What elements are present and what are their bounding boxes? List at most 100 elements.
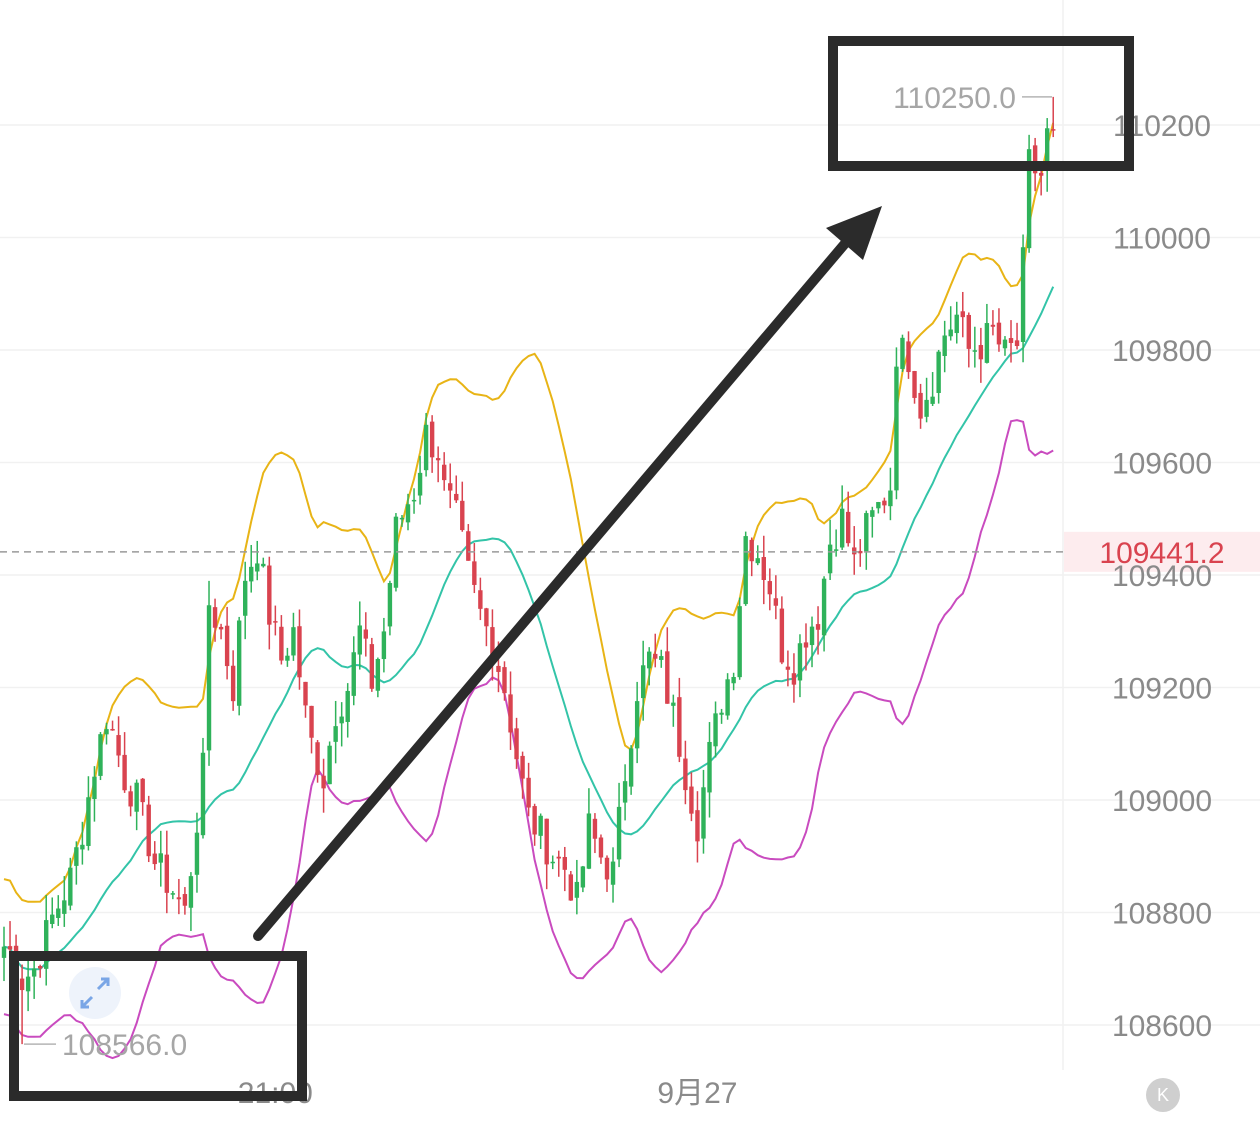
candle-body bbox=[218, 626, 224, 630]
candle-body bbox=[279, 626, 284, 661]
candle-body bbox=[628, 748, 634, 787]
y-tick-label: 109000 bbox=[1112, 785, 1212, 818]
low-marker-label: 108566.0 bbox=[62, 1029, 187, 1062]
candle-body bbox=[212, 607, 218, 628]
candle-body bbox=[267, 565, 272, 625]
candle-body bbox=[86, 797, 91, 846]
grid-lines bbox=[0, 0, 1260, 1070]
candle-body bbox=[990, 324, 996, 327]
candle-body bbox=[821, 578, 827, 636]
candle-body bbox=[930, 396, 935, 404]
lower-band-line bbox=[3, 419, 1054, 1060]
candle-body bbox=[381, 631, 387, 660]
candle-body bbox=[236, 620, 242, 706]
candle-body bbox=[104, 729, 109, 735]
expand-icon[interactable] bbox=[69, 967, 121, 1019]
candle-body bbox=[894, 366, 899, 491]
candle-body bbox=[1044, 128, 1050, 171]
candle-body bbox=[393, 516, 399, 588]
annotations bbox=[9, 36, 1134, 1101]
candle-body bbox=[924, 399, 929, 417]
candle-body bbox=[659, 656, 664, 660]
candle-body bbox=[273, 621, 278, 623]
y-tick-label: 108600 bbox=[1112, 1010, 1212, 1043]
candle-body bbox=[1014, 340, 1020, 347]
candle-body bbox=[176, 897, 182, 900]
candle-body bbox=[785, 666, 791, 670]
candle-body bbox=[1002, 339, 1008, 349]
k-button[interactable]: K bbox=[1146, 1078, 1180, 1112]
candle-body bbox=[936, 351, 941, 393]
candle-body bbox=[719, 712, 724, 715]
candle-body bbox=[1020, 247, 1026, 343]
candle-body bbox=[791, 673, 797, 685]
candle-body bbox=[978, 345, 984, 360]
candle-body bbox=[906, 341, 911, 373]
candle-body bbox=[514, 728, 519, 760]
candle-body bbox=[508, 694, 513, 733]
x-tick-label: 9月27 bbox=[657, 1077, 737, 1110]
candle-body bbox=[984, 323, 990, 363]
candle-body bbox=[743, 536, 748, 605]
candle-body bbox=[870, 510, 875, 517]
candle-body bbox=[912, 371, 917, 398]
high-low-markers: 110250.0 108566.0 bbox=[24, 82, 1052, 1062]
candle-body bbox=[556, 856, 561, 859]
candle-body bbox=[622, 781, 628, 803]
candle-body bbox=[634, 701, 640, 749]
candle-body bbox=[544, 818, 549, 865]
candle-body bbox=[417, 472, 423, 496]
candle-body bbox=[827, 544, 833, 574]
candle-body bbox=[110, 728, 115, 731]
candle-body bbox=[472, 561, 477, 585]
y-tick-label: 108800 bbox=[1112, 898, 1212, 931]
candle-body bbox=[321, 775, 326, 789]
candle-body bbox=[74, 847, 79, 866]
candle-body bbox=[876, 502, 881, 509]
candle-body bbox=[309, 705, 314, 738]
candle-body bbox=[653, 653, 658, 659]
candle-body bbox=[423, 424, 429, 471]
y-axis: 108600 108800 109000 109200 109400 109600 1098… bbox=[1112, 110, 1212, 1043]
candle-body bbox=[948, 329, 953, 337]
candle-body bbox=[249, 566, 254, 582]
candle-body bbox=[779, 608, 785, 663]
candle-body bbox=[44, 920, 49, 969]
candle-body bbox=[56, 908, 61, 918]
high-marker-label: 110250.0 bbox=[893, 82, 1016, 115]
candle-body bbox=[164, 854, 170, 893]
candle-body bbox=[996, 322, 1002, 345]
trend-arrow-head bbox=[826, 206, 882, 260]
candle-body bbox=[701, 787, 706, 839]
candle-body bbox=[966, 314, 971, 349]
candle-body bbox=[809, 626, 815, 646]
candle-body bbox=[351, 652, 356, 696]
candle-body bbox=[610, 861, 616, 885]
candle-body bbox=[291, 627, 296, 656]
candle-body bbox=[387, 583, 393, 627]
candle-body bbox=[833, 549, 839, 551]
y-tick-label: 109600 bbox=[1112, 448, 1212, 481]
y-tick-label: 109200 bbox=[1112, 673, 1212, 706]
candle-body bbox=[520, 755, 525, 779]
candle-body bbox=[345, 690, 350, 722]
candle-body bbox=[50, 914, 55, 924]
candle-body bbox=[568, 874, 574, 901]
candle-body bbox=[134, 782, 139, 812]
candle-body bbox=[671, 702, 676, 706]
candle-body bbox=[303, 681, 308, 706]
y-tick-label: 110000 bbox=[1113, 223, 1211, 256]
candle-body bbox=[683, 758, 688, 791]
candle-body bbox=[31, 968, 37, 977]
candle-body bbox=[122, 754, 127, 791]
candle-body bbox=[815, 624, 821, 630]
candle-body bbox=[580, 866, 586, 888]
candle-body bbox=[647, 651, 652, 669]
middle-band-line bbox=[3, 286, 1055, 971]
candle-body bbox=[25, 976, 31, 992]
candle-body bbox=[502, 667, 507, 694]
candle-body bbox=[411, 499, 417, 502]
candle-body bbox=[797, 643, 803, 681]
candle-body bbox=[574, 881, 580, 898]
